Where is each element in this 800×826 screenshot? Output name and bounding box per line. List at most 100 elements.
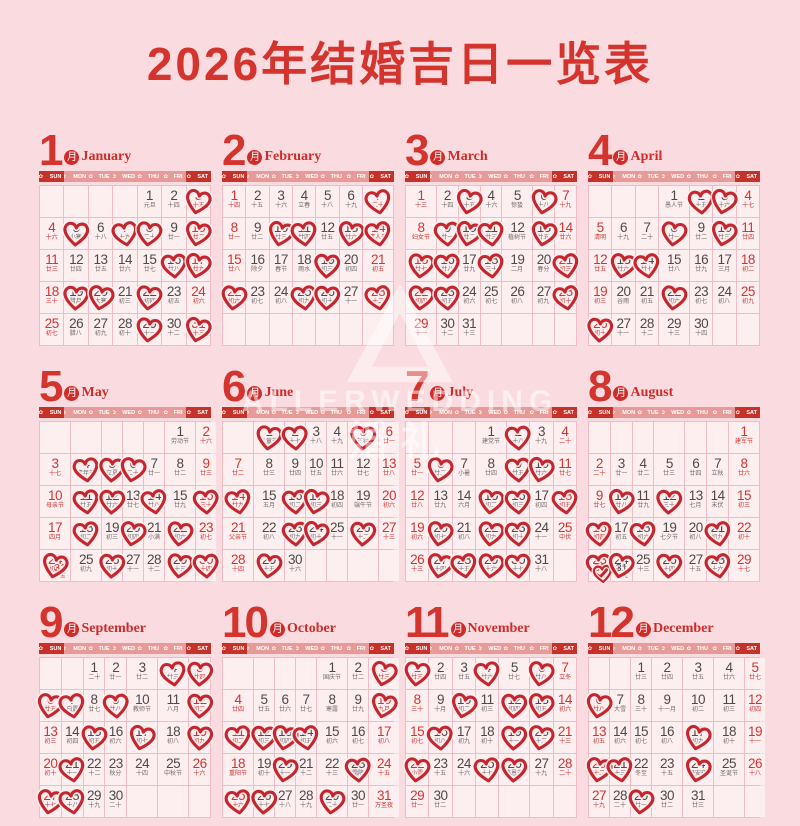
day-lunar-label: 十六 (485, 566, 497, 573)
flower-icon: ✿ (479, 410, 482, 415)
flower-icon: ✿ (637, 645, 642, 652)
day-lunar-label: 十一 (66, 770, 79, 777)
day-lunar-label: 初三 (44, 738, 57, 745)
day-lunar-label: 谷雨 (617, 298, 630, 305)
day-cell: 25 初九 (71, 550, 101, 581)
day-lunar-label: 初四 (331, 502, 343, 509)
day-number: 14 (557, 692, 573, 707)
day-number: 27 (616, 316, 631, 331)
day-lunar-label: 二十 (640, 234, 653, 241)
day-number: 2 (697, 188, 706, 203)
day-cell: 14 末伏 (707, 486, 728, 517)
day-cell: 22 初六 (165, 518, 195, 549)
day-cell: 13 廿八 (379, 454, 399, 485)
day-number: 24 (534, 520, 549, 535)
flower-icon: ✿ (637, 173, 642, 180)
day-lunar-label: 廿三 (718, 234, 731, 241)
day-cell: 22 初六 (220, 282, 250, 313)
weekday-text: SUN (415, 409, 427, 416)
day-number: 22 (633, 756, 649, 771)
flower-icon: ✿ (529, 409, 535, 416)
day-lunar-label: 廿二 (661, 802, 673, 809)
day-cell: 7 大雪 (610, 690, 630, 721)
month-name-english: August (630, 385, 674, 400)
day-number: 29 (410, 788, 425, 803)
day-cell: 6 廿五 (36, 690, 66, 721)
weekday-text: MON (622, 409, 636, 416)
day-cell: 20 初七 (426, 518, 456, 549)
day-cell: 3 十六 (710, 186, 740, 217)
day-cell: 5 廿五 (254, 690, 274, 721)
weekday-header-row: ✿SUN✿MON✿TUE✿WED✿THU✿FRI✿SAT (222, 407, 395, 418)
day-lunar-label: 大寒 (94, 298, 107, 305)
day-lunar-label: 中秋节 (164, 770, 183, 777)
day-lunar-label: 初六 (636, 534, 649, 541)
day-number: 19 (507, 724, 522, 739)
day-number: 13 (343, 220, 359, 235)
day-cell: 8 廿一 (659, 218, 689, 249)
day-lunar-label: 廿五 (44, 706, 57, 713)
day-number: 12 (593, 252, 608, 267)
day-number: 15 (227, 252, 242, 267)
month-number: 7 (405, 362, 430, 411)
day-number: 28 (639, 316, 655, 331)
day-cell: 23 十一 30 十八 (584, 550, 614, 585)
day-lunar-label: 十九 (535, 770, 548, 777)
day-lunar-label: 初六 (383, 502, 395, 509)
day-number: 25 (297, 284, 312, 299)
day-lunar-label: 初三 (118, 298, 131, 305)
month-number: 12 (588, 598, 635, 647)
day-lunar-label: 廿二 (251, 234, 264, 241)
day-number: 14 (639, 252, 655, 267)
day-cell: 22 初九 (476, 518, 506, 549)
day-cell: 11 廿六 (327, 454, 347, 485)
day-number: 16 (350, 724, 366, 739)
day-number: 28 (117, 316, 133, 331)
day-cell: 8 三十 (406, 690, 429, 721)
day-number: 4 (483, 660, 492, 675)
day-number: 20 (433, 520, 448, 535)
day-number: 30 (659, 788, 675, 803)
day-number: 30 (511, 552, 526, 567)
day-cell: 19 初三 (102, 518, 122, 549)
day-number: 25 (635, 552, 651, 567)
day-number: 13 (433, 488, 448, 503)
day-lunar-label: 廿八 (441, 266, 454, 273)
month-calendar: 7月July✿SUN✿MON✿TUE✿WED✿THU✿FRI✿SAT1建党节2十… (405, 362, 579, 582)
day-lunar-label: 廿五 (594, 266, 607, 273)
weekday-label-wed: ✿ WED (112, 171, 138, 182)
day-number: 8 (265, 456, 273, 471)
day-lunar-label: 春节 (274, 266, 287, 273)
weekday-label-fri: ✿ FRI (710, 643, 736, 654)
day-cell: 9 廿七 (589, 486, 610, 517)
day-lunar-label: 十三 (415, 202, 427, 209)
day-number: 4 (333, 424, 341, 439)
day-lunar-label: 初四 (535, 502, 548, 509)
day-number: 10 (376, 692, 392, 707)
day-cell: 19 初九 (185, 722, 215, 753)
day-number: 10 (135, 692, 150, 707)
day-number: 19 (104, 520, 120, 535)
day-number: 12 (510, 220, 525, 235)
day-number: 4 (234, 692, 242, 707)
day-lunar-label: 廿三 (45, 266, 58, 273)
day-lunar-label: 廿七 (415, 266, 427, 273)
day-lunar-label: 白露 (66, 706, 79, 713)
flower-icon: ✿ (712, 409, 718, 416)
flower-icon: ✿ (735, 409, 741, 416)
day-number: 5 (72, 220, 81, 235)
day-lunar-label: 十二 (87, 770, 100, 777)
day-cell: 27 十九 (530, 754, 553, 785)
day-lunar-label: 三月 (718, 266, 731, 273)
day-number: 12 (69, 252, 84, 267)
day-lunar-label: 三十 (663, 502, 676, 509)
weekday-text: FRI (356, 645, 366, 652)
day-cell: 11 廿五 (71, 486, 101, 517)
day-number: 25 (166, 756, 181, 771)
day-lunar-label: 十二 (300, 770, 312, 777)
day-lunar-label: 初四 (593, 534, 606, 541)
day-number: 6 (436, 456, 445, 471)
day-number: 3 (51, 456, 59, 471)
day-number: 30 (108, 788, 124, 803)
day-lunar-label: 二十 (326, 802, 338, 809)
